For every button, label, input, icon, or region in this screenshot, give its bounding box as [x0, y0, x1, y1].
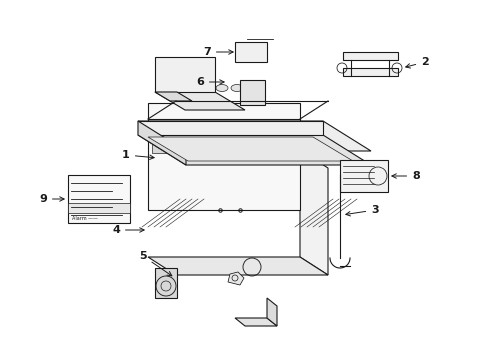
Bar	[250, 80, 259, 90]
Polygon shape	[148, 137, 352, 161]
Text: 9: 9	[39, 194, 64, 204]
Bar	[251, 89, 258, 93]
Bar	[342, 68, 397, 76]
Bar	[152, 141, 182, 153]
Bar	[171, 80, 179, 90]
Polygon shape	[299, 150, 327, 275]
Polygon shape	[240, 80, 264, 105]
Text: 8: 8	[391, 171, 419, 181]
Polygon shape	[266, 298, 276, 326]
Bar	[155, 268, 177, 298]
Text: 7: 7	[203, 47, 233, 57]
Bar	[235, 42, 266, 62]
Polygon shape	[155, 57, 215, 92]
Ellipse shape	[201, 85, 213, 91]
Text: 5: 5	[139, 251, 171, 276]
Text: 6: 6	[196, 77, 224, 87]
Ellipse shape	[216, 85, 227, 91]
Ellipse shape	[230, 85, 243, 91]
Bar	[68, 203, 130, 213]
Polygon shape	[138, 135, 370, 165]
Bar	[148, 103, 299, 210]
Polygon shape	[235, 318, 276, 326]
Bar	[172, 89, 178, 93]
Ellipse shape	[185, 85, 198, 91]
Polygon shape	[138, 121, 370, 151]
Bar	[68, 175, 130, 223]
Polygon shape	[155, 92, 244, 110]
Text: 2: 2	[405, 57, 428, 68]
Text: Alarm ——: Alarm ——	[72, 216, 98, 220]
Bar	[342, 52, 397, 60]
Polygon shape	[138, 121, 185, 165]
Bar	[339, 160, 387, 192]
Text: 3: 3	[345, 205, 378, 216]
Polygon shape	[227, 272, 244, 285]
Polygon shape	[148, 257, 327, 275]
Text: 4: 4	[112, 225, 144, 235]
Text: 1: 1	[122, 150, 154, 160]
Polygon shape	[155, 92, 192, 101]
Polygon shape	[138, 121, 323, 135]
